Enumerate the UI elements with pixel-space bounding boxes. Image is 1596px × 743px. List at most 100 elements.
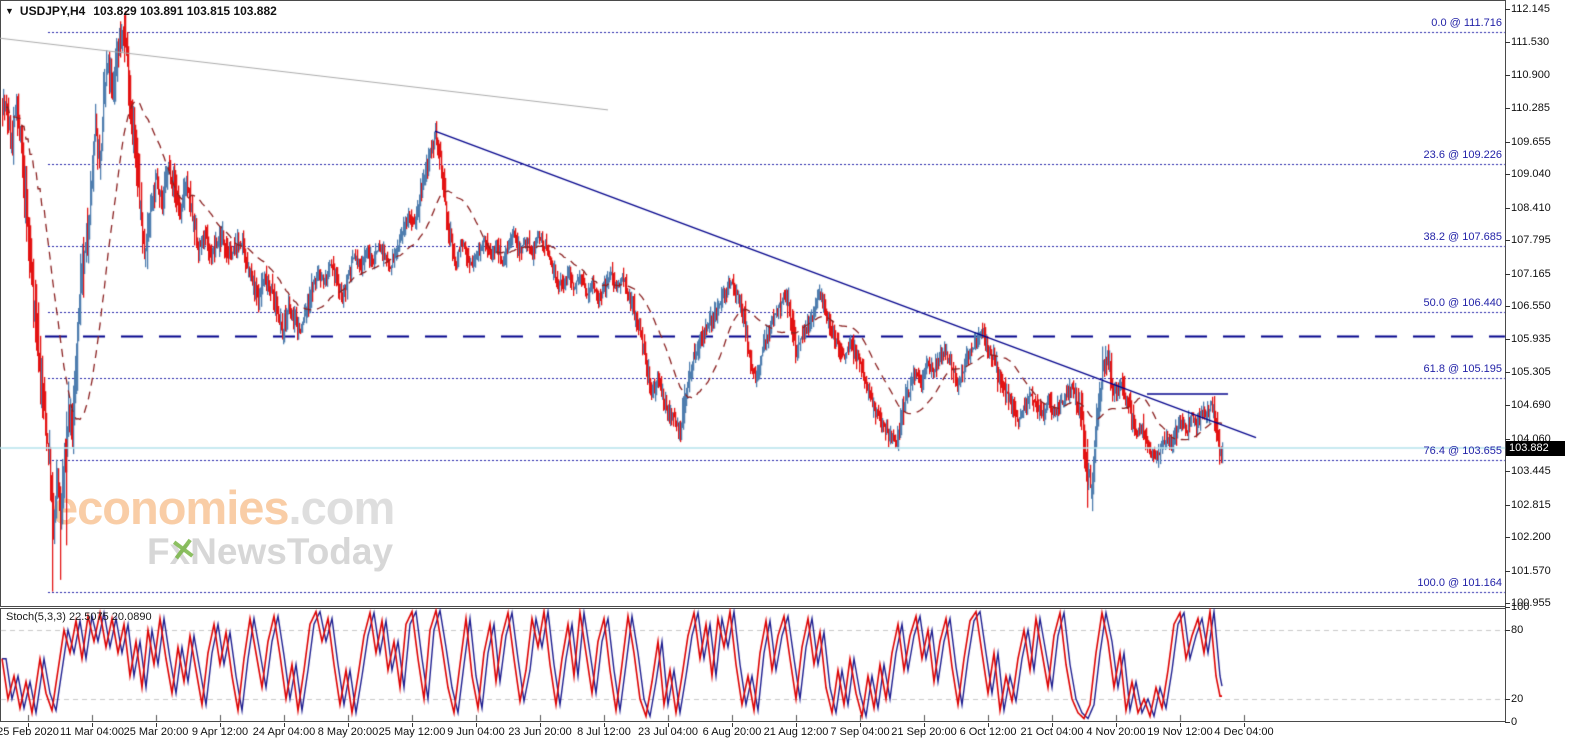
- time-axis-label: 21 Aug 12:00: [763, 726, 829, 738]
- fib-label-100.0[interactable]: 100.0 @ 101.164: [1417, 577, 1502, 590]
- price-axis-tick: [1505, 603, 1510, 604]
- price-axis-label: 111.530: [1511, 35, 1550, 48]
- time-axis-tick: [1244, 723, 1245, 727]
- price-axis-tick: [1505, 108, 1510, 109]
- time-axis-label: 21 Oct 04:00: [1020, 726, 1084, 738]
- time-axis-label: 4 Nov 20:00: [1086, 726, 1146, 738]
- ohlc-values: 103.829 103.891 103.815 103.882: [93, 4, 277, 18]
- stochastic-label: Stoch(5,3,3) 22.5075 20.0890: [6, 611, 152, 623]
- stochastic-canvas[interactable]: [0, 608, 1506, 722]
- time-axis-tick: [796, 723, 797, 727]
- stoch-axis-label-20: 20: [1511, 693, 1524, 705]
- price-axis-label: 110.285: [1511, 102, 1550, 115]
- price-axis-label: 109.040: [1511, 168, 1551, 181]
- time-axis-label: 25 Mar 20:00: [123, 726, 189, 738]
- time-axis-label: 23 Jun 20:00: [508, 726, 572, 738]
- price-axis-tick: [1505, 537, 1510, 538]
- price-axis-label: 102.200: [1511, 531, 1551, 544]
- price-axis-label: 112.145: [1511, 3, 1550, 16]
- price-axis-tick: [1505, 571, 1510, 572]
- price-axis-tick: [1505, 208, 1510, 209]
- time-axis-label: 25 Feb 2020: [0, 726, 59, 738]
- time-axis-label: 8 Jul 12:00: [577, 726, 631, 738]
- price-axis-tick: [1505, 471, 1510, 472]
- price-axis-tick: [1505, 405, 1510, 406]
- time-axis-label: 25 May 12:00: [378, 726, 446, 738]
- symbol-timeframe-label: USDJPY,H4: [19, 4, 86, 18]
- time-axis-tick: [732, 723, 733, 727]
- price-axis-tick: [1505, 439, 1510, 440]
- fib-label-38.2[interactable]: 38.2 @ 107.685: [1423, 231, 1502, 244]
- price-axis-label: 107.165: [1511, 267, 1551, 280]
- time-axis-tick: [668, 723, 669, 727]
- time-axis-tick: [1116, 723, 1117, 727]
- stochastic-values: 22.5075 20.0890: [68, 611, 152, 623]
- time-axis-tick: [92, 723, 93, 727]
- price-axis-tick: [1505, 339, 1510, 340]
- time-axis-label: 24 Apr 04:00: [252, 726, 316, 738]
- time-axis-label: 9 Apr 12:00: [191, 726, 249, 738]
- time-axis-tick: [1052, 723, 1053, 727]
- fib-label-50.0[interactable]: 50.0 @ 106.440: [1423, 297, 1502, 310]
- price-axis-label: 103.445: [1511, 465, 1551, 478]
- price-axis-tick: [1505, 142, 1510, 143]
- chart-title: ▼ USDJPY,H4 103.829 103.891 103.815 103.88…: [5, 4, 277, 18]
- time-axis-label: 8 May 20:00: [317, 726, 379, 738]
- price-axis-label: 110.900: [1511, 69, 1550, 82]
- time-axis-tick: [28, 723, 29, 727]
- fib-label-61.8[interactable]: 61.8 @ 105.195: [1423, 363, 1502, 376]
- stoch-axis-tick: [1505, 607, 1510, 608]
- price-axis-label: 105.305: [1511, 366, 1551, 379]
- time-axis-tick: [860, 723, 861, 727]
- price-axis-tick: [1505, 75, 1510, 76]
- stoch-axis-tick: [1505, 630, 1510, 631]
- price-axis-label: 102.815: [1511, 498, 1551, 511]
- stoch-axis-tick: [1505, 722, 1510, 723]
- fib-label-23.6[interactable]: 23.6 @ 109.226: [1423, 149, 1502, 162]
- time-axis-label: 19 Nov 12:00: [1147, 726, 1213, 738]
- price-axis-label: 106.550: [1511, 300, 1551, 313]
- current-price-badge: 103.882: [1506, 441, 1565, 456]
- time-axis-label: 7 Sep 04:00: [830, 726, 890, 738]
- price-axis-label: 105.935: [1511, 333, 1551, 346]
- time-axis-label: 21 Sep 20:00: [891, 726, 957, 738]
- time-axis-tick: [988, 723, 989, 727]
- time-axis-tick: [284, 723, 285, 727]
- time-axis-tick: [220, 723, 221, 727]
- price-axis-tick: [1505, 505, 1510, 506]
- time-axis-tick: [476, 723, 477, 727]
- stochastic-name: Stoch(5,3,3): [6, 611, 66, 623]
- time-axis-tick: [924, 723, 925, 727]
- time-axis-label: 11 Mar 04:00: [59, 726, 125, 738]
- time-axis-tick: [348, 723, 349, 727]
- price-axis-tick: [1505, 174, 1510, 175]
- time-axis-tick: [540, 723, 541, 727]
- fib-label-0.0[interactable]: 0.0 @ 111.716: [1431, 17, 1502, 30]
- price-axis-tick: [1505, 9, 1510, 10]
- price-axis-tick: [1505, 240, 1510, 241]
- time-axis-tick: [604, 723, 605, 727]
- stoch-axis-label-0: 0: [1511, 716, 1518, 728]
- time-axis-label: 6 Aug 20:00: [702, 726, 762, 738]
- stoch-axis-label-100: 100: [1511, 601, 1530, 613]
- price-axis-tick: [1505, 274, 1510, 275]
- fib-label-76.4[interactable]: 76.4 @ 103.655: [1423, 445, 1502, 458]
- price-axis-label: 100.955: [1511, 597, 1551, 610]
- time-axis-label: 4 Dec 04:00: [1214, 726, 1274, 738]
- stoch-axis-tick: [1505, 699, 1510, 700]
- price-axis-label: 109.655: [1511, 135, 1551, 148]
- time-axis-tick: [412, 723, 413, 727]
- main-chart-canvas[interactable]: [0, 0, 1506, 607]
- price-axis-tick: [1505, 42, 1510, 43]
- symbol-dropdown-icon[interactable]: ▼: [5, 6, 14, 16]
- price-axis-label: 101.570: [1511, 564, 1551, 577]
- price-axis-label: 107.795: [1511, 234, 1551, 247]
- time-axis-label: 9 Jun 04:00: [447, 726, 505, 738]
- time-axis-tick: [156, 723, 157, 727]
- price-axis-label: 104.690: [1511, 399, 1551, 412]
- stoch-axis-label-80: 80: [1511, 624, 1524, 636]
- price-axis-tick: [1505, 372, 1510, 373]
- time-axis-tick: [1180, 723, 1181, 727]
- price-axis-tick: [1505, 306, 1510, 307]
